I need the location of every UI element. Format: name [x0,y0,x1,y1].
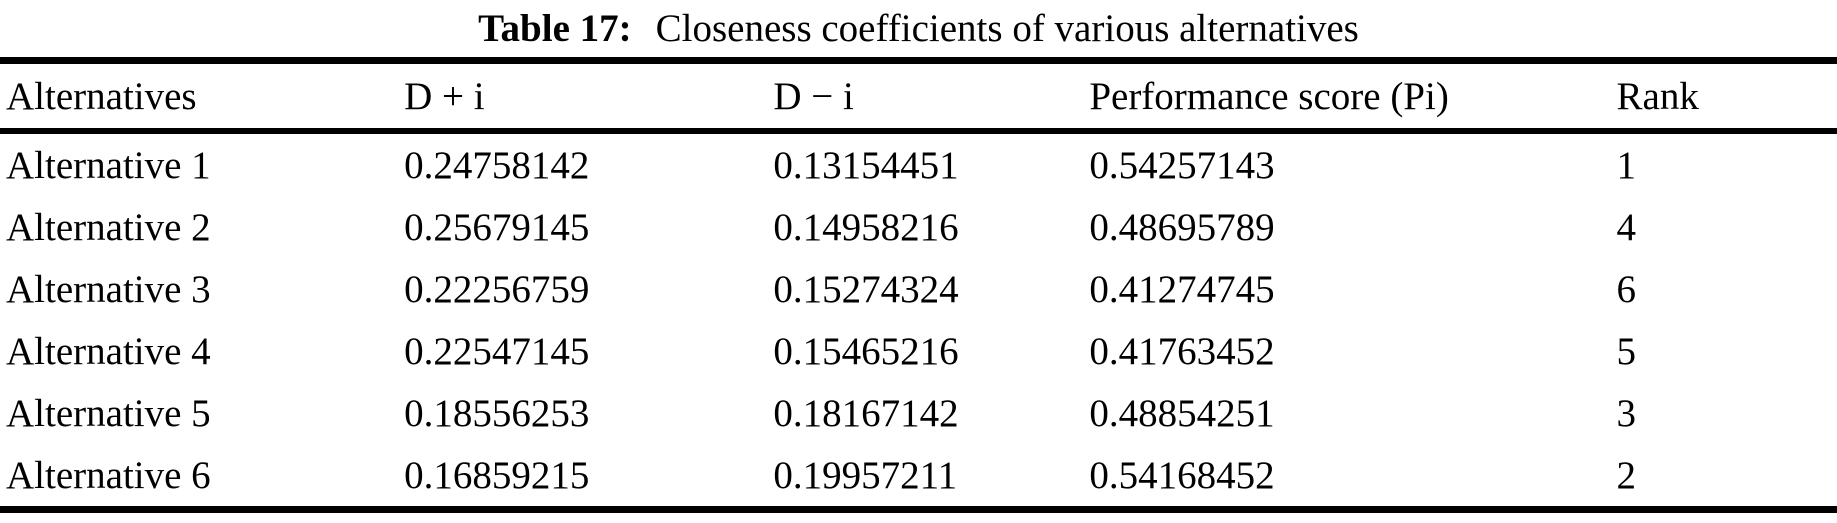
cell-alternative: Alternative 4 [6,329,211,373]
table-row: Alternative 3 0.22256759 0.15274324 0.41… [0,258,1837,320]
cell-d-plus: 0.24758142 [404,143,590,187]
cell-d-plus: 0.22547145 [404,329,590,373]
cell-d-minus: 0.13154451 [773,143,959,187]
column-header-performance-score: Performance score (Pi) [1089,60,1617,134]
table-row: Alternative 6 0.16859215 0.19957211 0.54… [0,444,1837,510]
table-row: Alternative 2 0.25679145 0.14958216 0.48… [0,196,1837,258]
cell-alternative: Alternative 6 [6,453,211,497]
cell-d-plus: 0.25679145 [404,205,590,249]
table-row: Alternative 4 0.22547145 0.15465216 0.41… [0,320,1837,382]
cell-d-minus: 0.15465216 [773,329,959,373]
cell-performance-score: 0.48854251 [1089,391,1275,435]
cell-d-plus: 0.22256759 [404,267,590,311]
cell-rank: 4 [1616,205,1637,249]
cell-rank: 2 [1616,453,1637,497]
column-header-d-plus-i: D + i [404,60,774,134]
cell-performance-score: 0.41763452 [1089,329,1275,373]
table-row: Alternative 1 0.24758142 0.13154451 0.54… [0,131,1837,196]
cell-performance-score: 0.41274745 [1089,267,1275,311]
cell-performance-score: 0.54257143 [1089,143,1275,187]
cell-rank: 5 [1616,329,1637,373]
cell-d-plus: 0.16859215 [404,453,590,497]
cell-performance-score: 0.48695789 [1089,205,1275,249]
column-header-alternatives: Alternatives [0,60,405,134]
column-header-d-minus-i: D − i [773,60,1090,134]
table-caption-label: Table 17: [478,7,632,50]
header-row: Alternatives D + i D − i Performance sco… [0,60,1837,134]
cell-alternative: Alternative 1 [6,143,211,187]
table-caption: Table 17: Closeness coefficients of vari… [0,0,1837,57]
cell-alternative: Alternative 2 [6,205,211,249]
table-caption-text: Closeness coefficients of various altern… [655,7,1359,50]
cell-alternative: Alternative 5 [6,391,211,435]
cell-d-minus: 0.18167142 [773,391,959,435]
cell-d-minus: 0.14958216 [773,205,959,249]
cell-alternative: Alternative 3 [6,267,211,311]
table-row: Alternative 5 0.18556253 0.18167142 0.48… [0,382,1837,444]
cell-rank: 6 [1616,267,1637,311]
cell-d-minus: 0.19957211 [773,453,958,497]
column-header-rank: Rank [1616,60,1837,134]
cell-rank: 1 [1616,143,1637,187]
closeness-coefficients-table: Alternatives D + i D − i Performance sco… [0,57,1837,513]
cell-d-minus: 0.15274324 [773,267,959,311]
cell-performance-score: 0.54168452 [1089,453,1275,497]
cell-d-plus: 0.18556253 [404,391,590,435]
cell-rank: 3 [1616,391,1637,435]
